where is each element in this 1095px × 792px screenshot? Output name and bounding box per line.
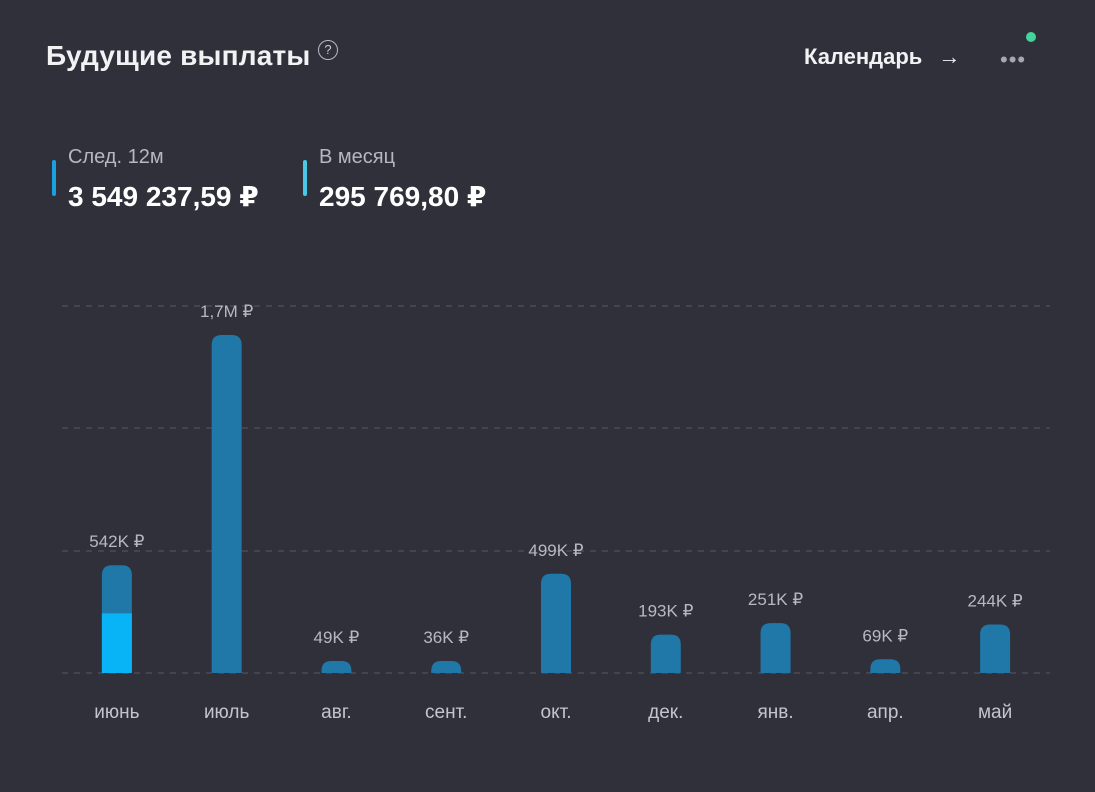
bar-4[interactable] (541, 573, 571, 673)
x-tick-label-0: июнь (94, 702, 139, 723)
x-tick-label-4: окт. (541, 702, 572, 723)
data-label-8: 244K ₽ (967, 591, 1022, 610)
stat-month-value: 295 769,80 ₽ (319, 181, 487, 212)
stat-next-accent-bar (52, 160, 56, 196)
bar-8[interactable] (980, 624, 1011, 673)
more-dots-icon: ••• (1000, 47, 1027, 72)
bar-1[interactable] (211, 335, 242, 673)
x-tick-label-1: июль (204, 702, 250, 723)
x-tick-label-2: авг. (321, 702, 352, 723)
bar-highlight-0[interactable] (101, 613, 132, 673)
bar-2[interactable] (321, 661, 352, 673)
more-options-button[interactable]: ••• (994, 32, 1036, 72)
bar-7[interactable] (870, 659, 901, 673)
bar-6[interactable] (760, 623, 791, 673)
bar-3[interactable] (431, 661, 462, 673)
bar-5[interactable] (650, 634, 681, 673)
arrow-right-icon: → (938, 44, 961, 69)
stat-month-label: В месяц (319, 146, 396, 168)
payouts-bar-chart: 542K ₽ июнь 1,7M ₽ июль 49K ₽ авг. 36K ₽ сент. 4… (62, 302, 1050, 723)
x-tick-label-5: дек. (648, 702, 683, 723)
x-tick-label-8: май (978, 702, 1012, 723)
calendar-link-label: Календарь (804, 44, 923, 69)
data-label-7: 69K ₽ (862, 626, 908, 645)
data-label-6: 251K ₽ (748, 590, 803, 609)
page-title: Будущие выплаты (46, 40, 311, 71)
help-icon[interactable]: ? (318, 40, 338, 60)
stat-next-value: 3 549 237,59 ₽ (68, 181, 259, 212)
data-label-4: 499K ₽ (528, 541, 583, 560)
data-label-3: 36K ₽ (423, 628, 469, 647)
x-tick-label-7: апр. (867, 702, 904, 723)
stat-month-accent-bar (303, 160, 307, 196)
data-label-0: 542K ₽ (89, 532, 144, 551)
data-label-2: 49K ₽ (314, 628, 360, 647)
x-tick-label-6: янв. (757, 702, 793, 723)
status-dot-icon (1026, 32, 1036, 42)
stat-next-label: След. 12м (68, 146, 164, 168)
data-label-1: 1,7M ₽ (200, 302, 254, 321)
data-label-5: 193K ₽ (638, 602, 693, 621)
calendar-link[interactable]: Календарь → (804, 44, 960, 70)
x-tick-label-3: сент. (425, 702, 467, 723)
